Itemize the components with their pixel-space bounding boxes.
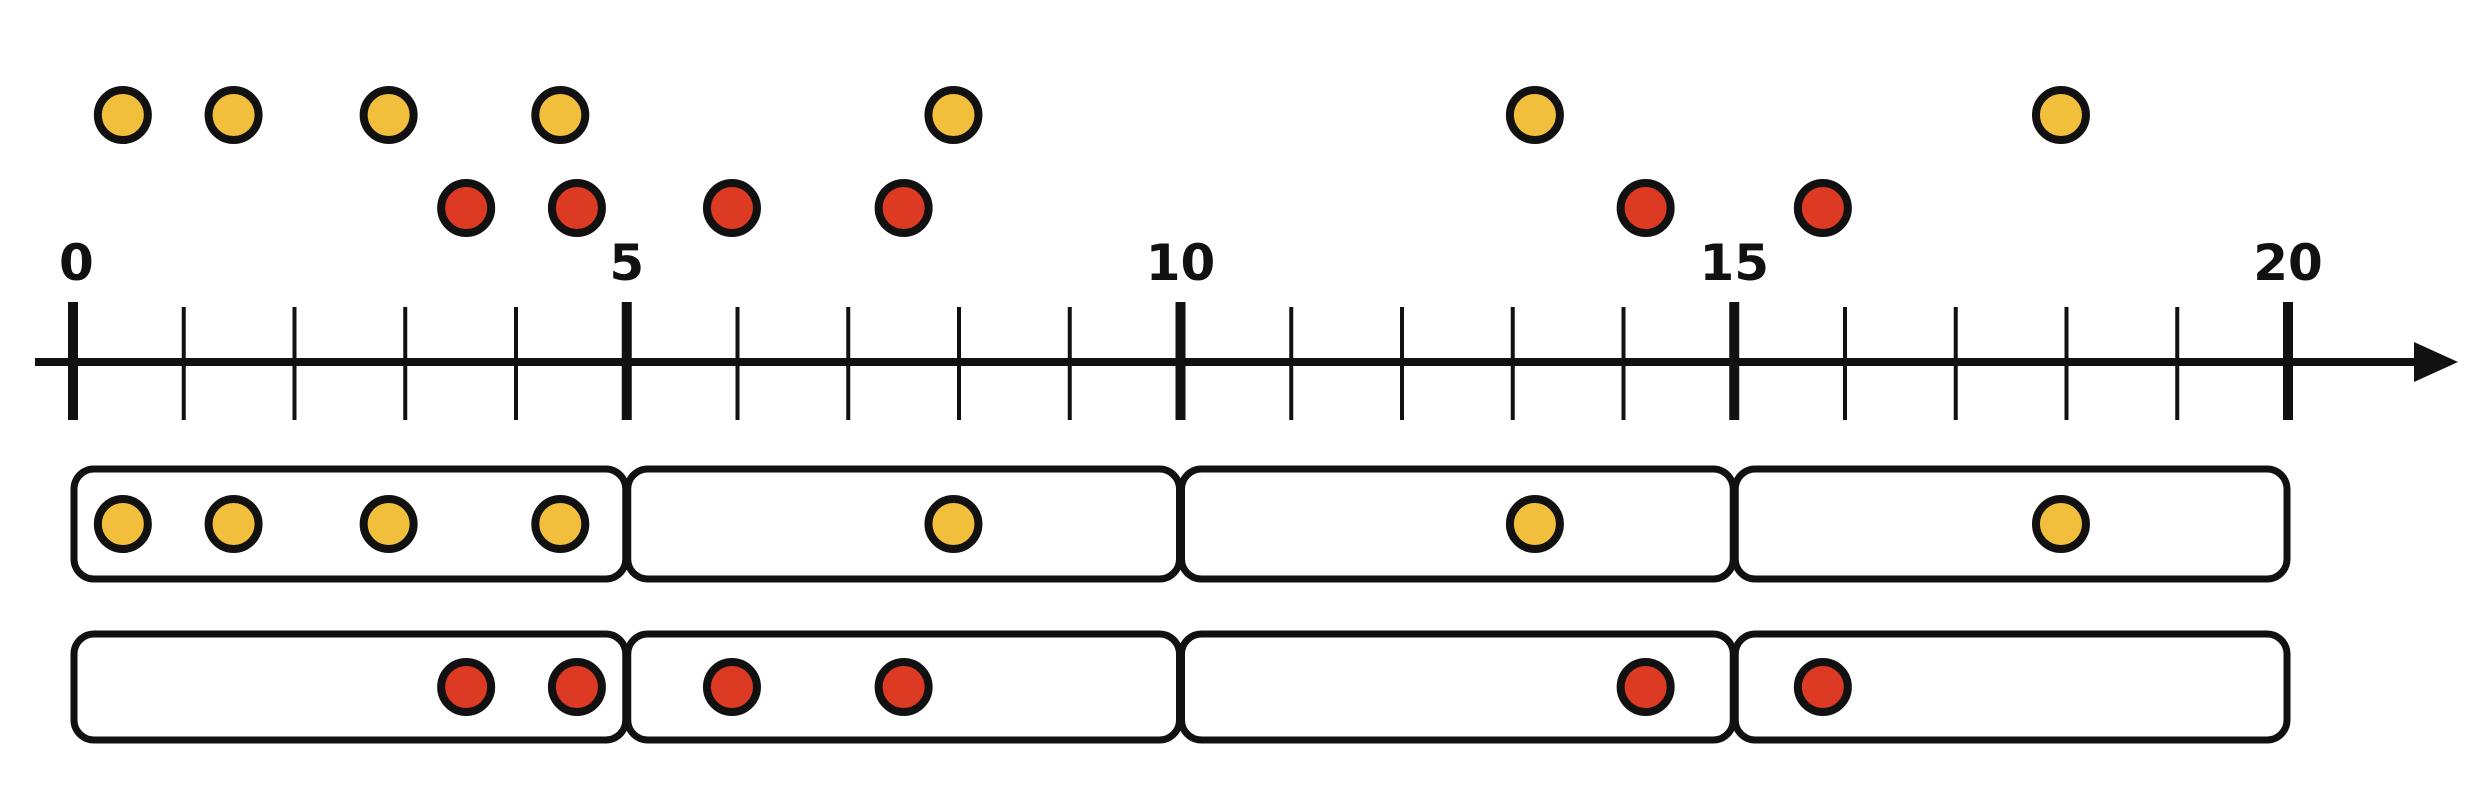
yellow-point bbox=[359, 86, 418, 144]
tick-label-15: 15 bbox=[1699, 234, 1769, 292]
red-point bbox=[702, 179, 761, 237]
yellow-binned-point bbox=[1505, 495, 1564, 553]
yellow-point bbox=[1505, 86, 1564, 144]
red-point bbox=[874, 179, 933, 237]
yellow-binned-point bbox=[924, 495, 983, 553]
number-line-axis bbox=[35, 302, 2458, 420]
top-points-group bbox=[93, 86, 2090, 237]
red-binned-point bbox=[1793, 658, 1852, 716]
yellow-point bbox=[531, 86, 590, 144]
red-point bbox=[1793, 179, 1852, 237]
red-binned-point bbox=[702, 658, 761, 716]
red-bin-box bbox=[1731, 630, 2291, 744]
red-binned-point bbox=[547, 658, 606, 716]
yellow-bin-box bbox=[1178, 465, 1737, 583]
tick-label-0: 0 bbox=[59, 234, 94, 292]
red-binned-point bbox=[437, 658, 496, 716]
yellow-point bbox=[93, 86, 152, 144]
yellow-binned-point bbox=[204, 495, 263, 553]
red-binned-point bbox=[874, 658, 933, 716]
tick-label-10: 10 bbox=[1146, 234, 1216, 292]
red-point bbox=[1616, 179, 1675, 237]
yellow-bin-box bbox=[1731, 465, 2291, 583]
red-bin-box bbox=[70, 630, 630, 744]
yellow-point bbox=[204, 86, 263, 144]
yellow-binned-point bbox=[93, 495, 152, 553]
red-binned-point bbox=[1616, 658, 1675, 716]
tick-labels-group: 0 5 10 15 20 bbox=[59, 234, 2323, 292]
axis-arrowhead bbox=[2414, 342, 2458, 382]
yellow-binned-point bbox=[359, 495, 418, 553]
tick-label-20: 20 bbox=[2253, 234, 2323, 292]
bins-group bbox=[70, 465, 2291, 744]
red-point bbox=[547, 179, 606, 237]
yellow-binned-point bbox=[2031, 495, 2090, 553]
yellow-point bbox=[924, 86, 983, 144]
yellow-point bbox=[2031, 86, 2090, 144]
yellow-bin-box bbox=[624, 465, 1183, 583]
red-point bbox=[437, 179, 496, 237]
yellow-binned-point bbox=[531, 495, 590, 553]
tick-label-5: 5 bbox=[609, 234, 644, 292]
